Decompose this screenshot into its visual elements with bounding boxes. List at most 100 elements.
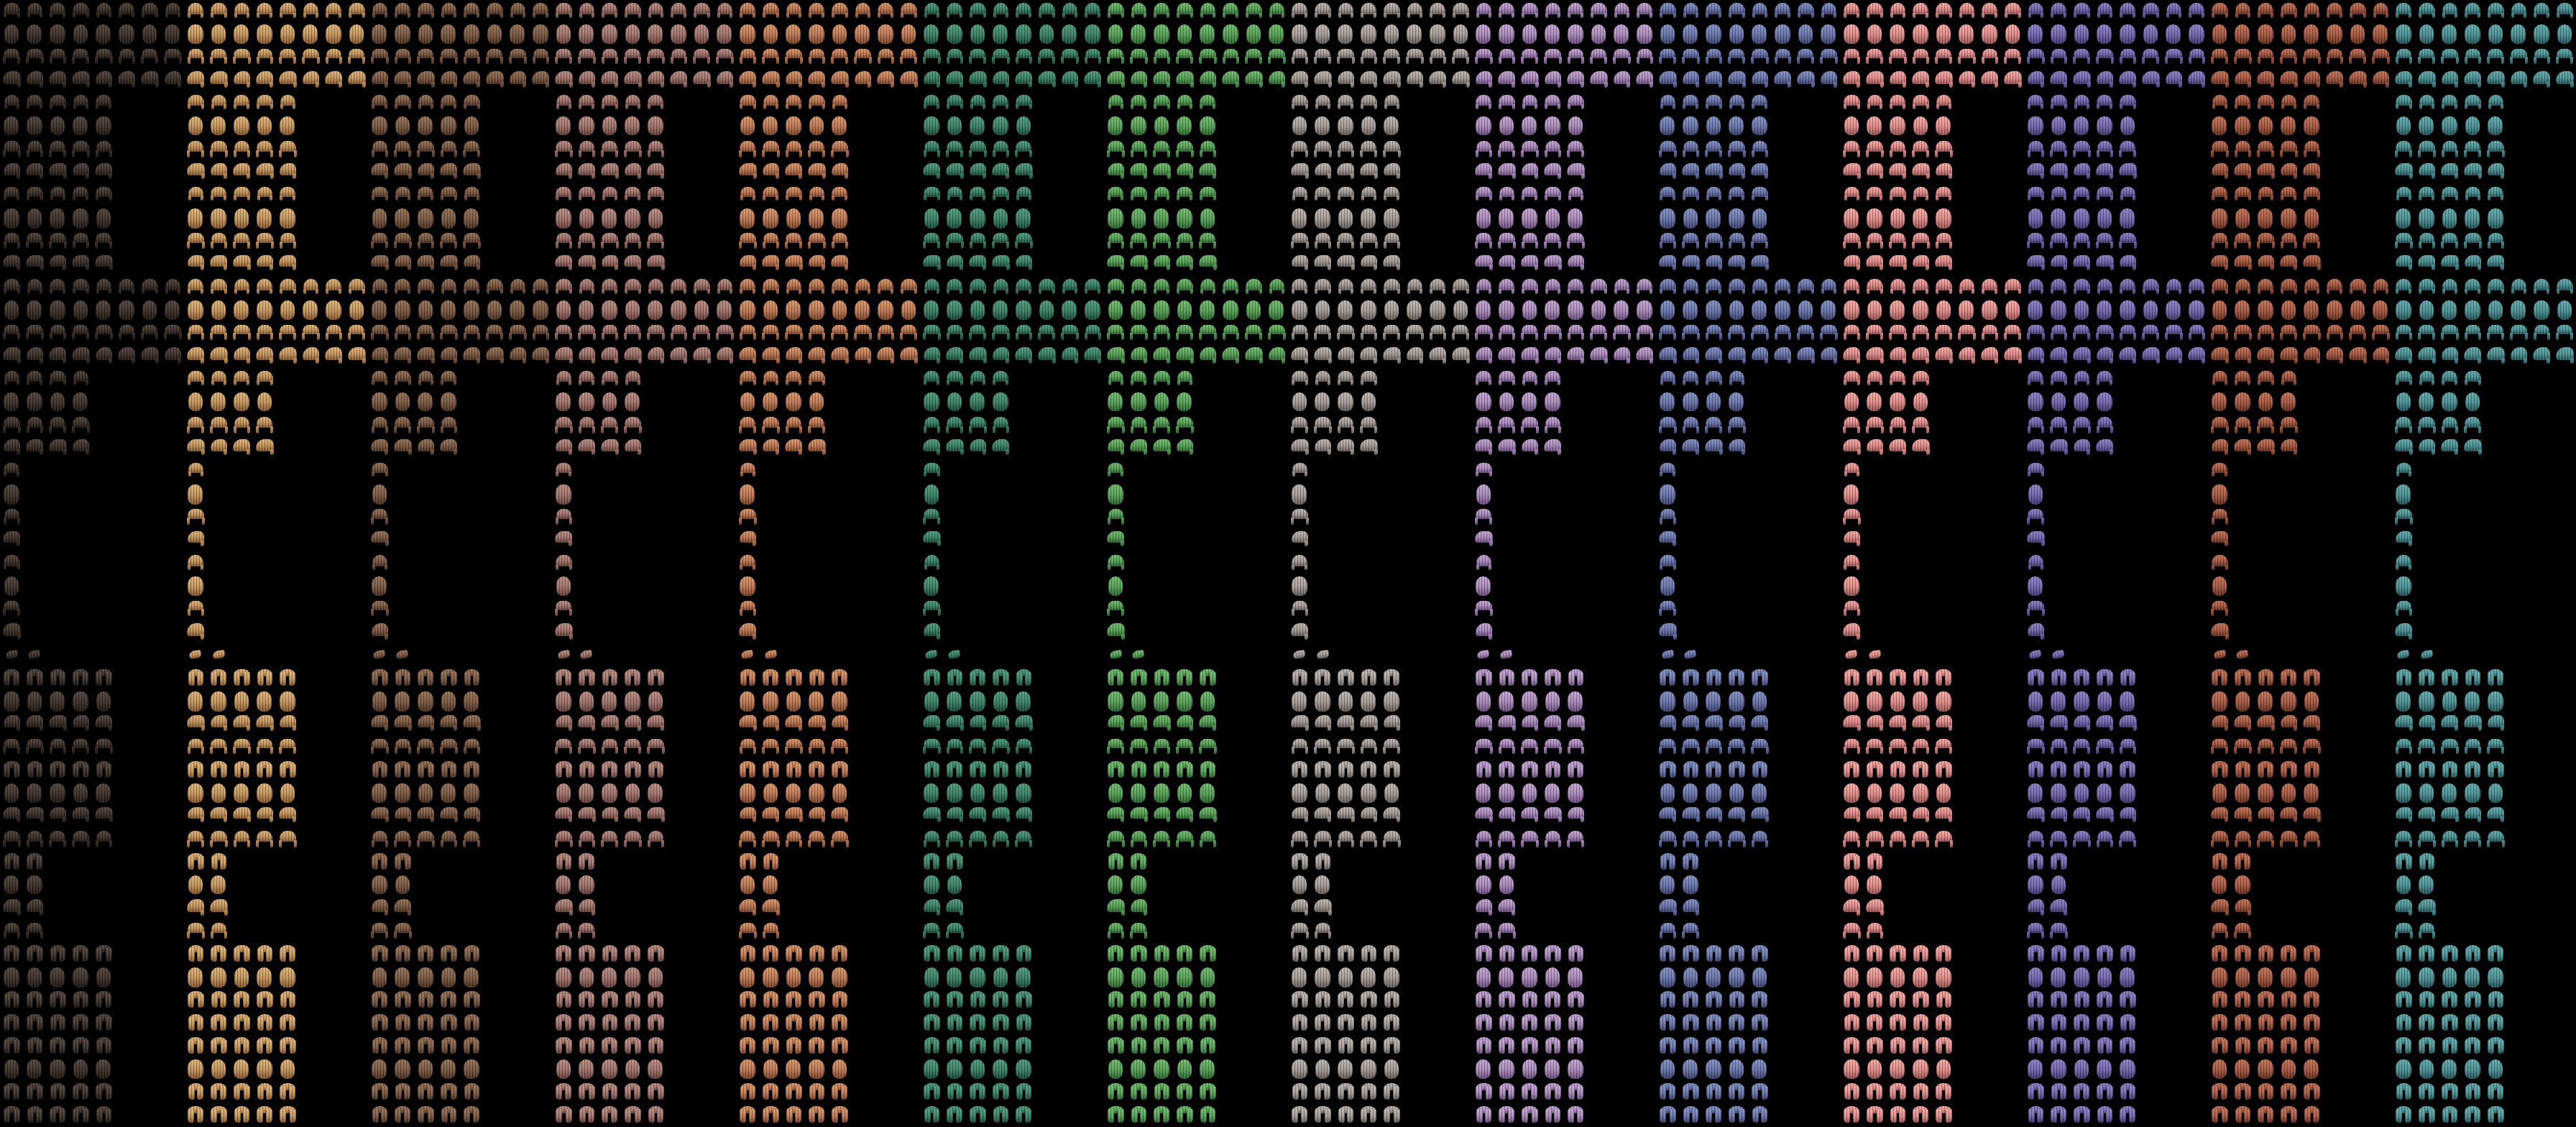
hair-sprite xyxy=(970,439,986,455)
hair-sprite xyxy=(371,739,389,754)
hair-sprite xyxy=(2465,761,2480,778)
hair-sprite xyxy=(1521,49,1538,64)
hair-sprite xyxy=(280,208,295,229)
hair-sprite xyxy=(1176,417,1194,433)
hair-sprite xyxy=(1498,899,1515,916)
hair-sprite xyxy=(601,233,619,249)
hair-sprite xyxy=(625,392,640,411)
hair-sprite xyxy=(72,325,89,340)
hair-sprite xyxy=(2051,208,2066,229)
hair-sprite xyxy=(27,371,42,385)
hair-sprite xyxy=(279,255,296,270)
hair-sprite xyxy=(832,233,848,249)
hair-sprite xyxy=(1384,783,1399,803)
hair-sprite xyxy=(233,325,251,340)
hair-sprite xyxy=(1660,163,1676,179)
hair-sprite xyxy=(625,208,640,229)
hair-sprite xyxy=(4,208,19,229)
hair-sprite xyxy=(49,831,66,847)
hair-sprite xyxy=(1889,163,1906,179)
hair-sprite xyxy=(372,649,386,660)
hair-sprite xyxy=(2005,279,2021,294)
hair-sprite xyxy=(1568,1106,1583,1123)
hair-sprite xyxy=(1843,163,1861,179)
hair-sprite xyxy=(210,325,227,340)
hair-sprite xyxy=(418,187,433,201)
hair-sprite xyxy=(1176,141,1194,157)
hair-sprite xyxy=(2097,783,2112,803)
hair-sprite xyxy=(1199,163,1216,179)
hair-sprite xyxy=(1889,739,1907,754)
hair-sprite xyxy=(2396,669,2411,686)
hair-sprite xyxy=(2304,95,2319,109)
hair-sprite xyxy=(1660,208,1675,229)
hair-sprite xyxy=(1315,853,1330,870)
hair-sprite xyxy=(233,439,250,455)
hair-sprite xyxy=(1384,1059,1399,1079)
hair-sprite xyxy=(4,439,20,455)
hair-sprite xyxy=(1223,300,1238,320)
hair-sprite xyxy=(740,875,755,894)
hair-sprite xyxy=(1844,484,1859,505)
hair-sprite xyxy=(1545,1014,1561,1031)
hair-sprite xyxy=(1200,691,1215,712)
hair-sprite xyxy=(1913,991,1929,1008)
hair-sprite xyxy=(1798,24,1813,44)
hair-sprite xyxy=(579,279,594,294)
hair-sprite xyxy=(1315,439,1331,455)
hair-sprite xyxy=(763,967,778,988)
hair-sprite xyxy=(2051,875,2066,894)
hair-sprite xyxy=(785,233,802,249)
hair-sprite xyxy=(993,347,1009,364)
hair-sprite xyxy=(2303,807,2321,822)
hair-sprite xyxy=(1269,71,1285,88)
hair-sprite xyxy=(2258,187,2273,201)
hair-sprite xyxy=(1982,24,1997,44)
hair-sprite xyxy=(809,116,824,135)
hair-sprite xyxy=(211,783,226,803)
hair-sprite xyxy=(2258,300,2273,320)
hair-sprite xyxy=(463,347,480,364)
hair-sprite xyxy=(1338,1014,1354,1031)
hair-sprite xyxy=(2258,669,2273,686)
hair-sprite xyxy=(1706,739,1722,754)
hair-sprite xyxy=(1314,417,1332,433)
hair-sprite xyxy=(1177,691,1192,712)
hair-sprite xyxy=(993,371,1008,385)
hair-sprite xyxy=(1913,187,1928,201)
hair-sprite xyxy=(556,392,571,411)
hair-sprite xyxy=(2073,807,2090,822)
hair-sprite xyxy=(2441,325,2459,340)
hair-sprite xyxy=(1475,715,1492,731)
hair-sprite xyxy=(1889,255,1907,270)
hair-sprite xyxy=(1728,255,1745,270)
hair-sprite xyxy=(1890,967,1905,988)
hair-sprite xyxy=(2028,71,2044,88)
hair-sprite xyxy=(50,300,65,320)
hair-sprite xyxy=(1154,1037,1169,1054)
hair-sprite xyxy=(1890,3,1905,18)
hair-sprite xyxy=(2350,279,2366,294)
hair-sprite xyxy=(762,71,780,88)
hair-sprite xyxy=(2212,3,2228,18)
hair-sprite xyxy=(395,669,410,686)
hair-sprite xyxy=(279,831,297,847)
hair-sprite xyxy=(2257,715,2275,731)
hair-sprite xyxy=(1130,325,1148,340)
hair-sprite xyxy=(579,1014,595,1031)
hair-sprite xyxy=(2097,208,2112,229)
hair-sprite xyxy=(1522,1014,1537,1031)
hair-sprite xyxy=(50,967,65,988)
hair-sprite xyxy=(786,1014,802,1031)
hair-sprite xyxy=(2488,208,2503,229)
hair-sprite xyxy=(188,531,204,546)
hair-sprite xyxy=(878,279,893,294)
hair-sprite xyxy=(395,279,410,294)
hair-sprite xyxy=(2281,233,2297,249)
hair-sprite xyxy=(50,1106,65,1123)
hair-sprite xyxy=(1729,95,1744,109)
hair-sprite xyxy=(2074,1059,2089,1079)
hair-sprite xyxy=(1775,300,1790,320)
hair-sprite xyxy=(924,187,940,201)
hair-sprite xyxy=(372,899,388,916)
